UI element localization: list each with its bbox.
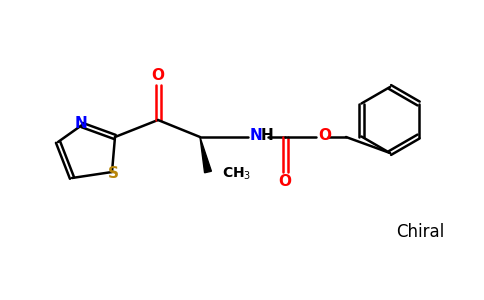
Text: S: S xyxy=(107,166,119,181)
Text: Chiral: Chiral xyxy=(396,223,444,241)
Text: N: N xyxy=(75,116,88,130)
Text: H: H xyxy=(261,128,274,143)
Polygon shape xyxy=(200,137,212,173)
Text: O: O xyxy=(278,173,291,188)
Text: N: N xyxy=(250,128,263,143)
Text: O: O xyxy=(318,128,331,143)
Text: CH$_3$: CH$_3$ xyxy=(222,166,251,182)
Text: O: O xyxy=(151,68,165,83)
